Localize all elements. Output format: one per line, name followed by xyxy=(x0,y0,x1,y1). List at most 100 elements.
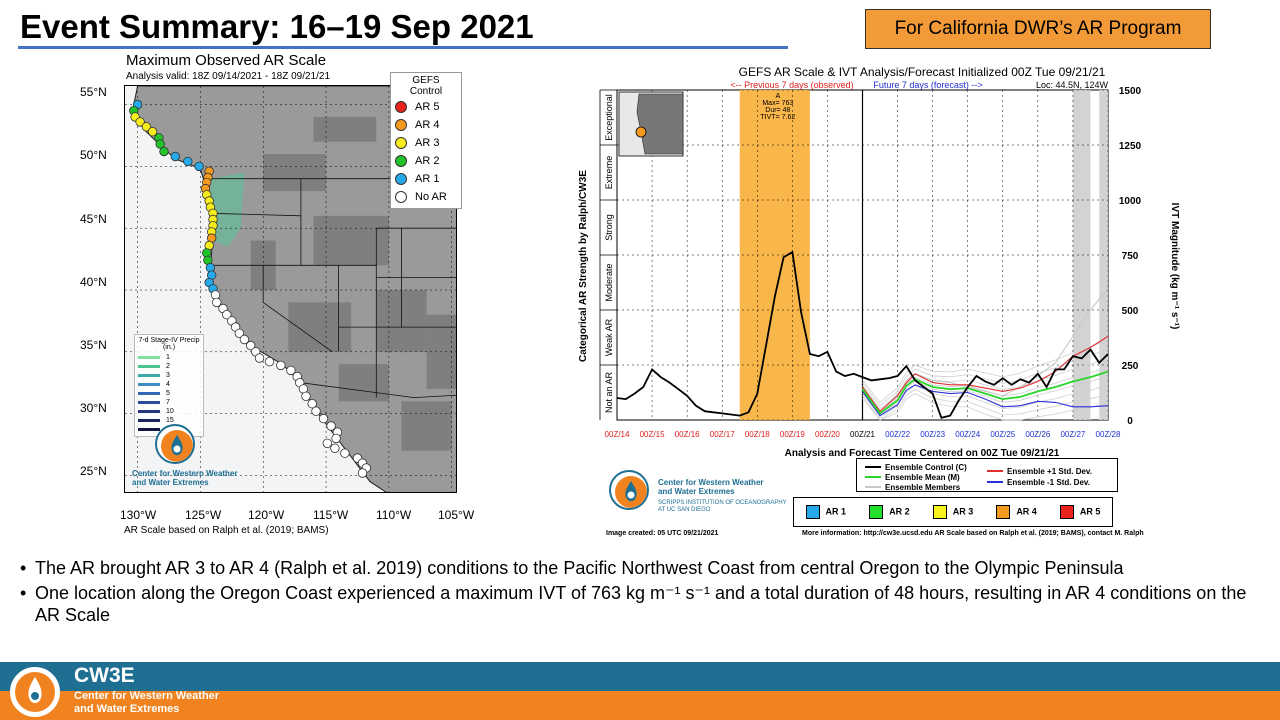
lon-label: 110°W xyxy=(376,508,412,522)
lat-label: 50°N xyxy=(80,148,107,162)
state-border xyxy=(262,265,333,353)
coast-ar-point xyxy=(183,156,193,167)
chart-logo-text: Center for Western Weather xyxy=(658,478,764,487)
ar2-dot-icon xyxy=(395,155,407,167)
terrain-shade xyxy=(401,401,452,451)
category-label: Extreme xyxy=(604,156,614,190)
footer-top-band xyxy=(0,662,1280,691)
coast-ar-point xyxy=(194,161,204,172)
lon-label: 105°W xyxy=(438,508,475,522)
coast-ar-point xyxy=(340,448,350,458)
ar-swatch-item: AR 2 xyxy=(869,505,910,519)
ar-event-band xyxy=(739,90,810,420)
forecast-grey-band xyxy=(1072,90,1091,420)
legend-minus-sd-label: Ensemble -1 Std. Dev. xyxy=(1007,478,1090,487)
ar-event-annotation: Max= 763 xyxy=(762,100,793,107)
x-tick-label: 00Z/17 xyxy=(710,430,735,439)
coast-ar-point xyxy=(357,468,368,478)
ar3-dot-icon xyxy=(395,137,407,149)
ar-scale-map-panel: Maximum Observed AR Scale Analysis valid… xyxy=(76,52,476,536)
coast-ar-point xyxy=(301,391,311,402)
x-tick-label: 00Z/22 xyxy=(885,430,910,439)
category-label: Not an AR xyxy=(604,371,614,413)
x-tick-label: 00Z/18 xyxy=(745,430,770,439)
category-label: Weak AR xyxy=(604,318,614,356)
x-tick-label: 00Z/21 xyxy=(850,430,875,439)
lat-label: 35°N xyxy=(80,338,107,352)
x-tick-label: 00Z/16 xyxy=(675,430,700,439)
ar3-swatch-icon xyxy=(932,505,947,519)
lat-label: 40°N xyxy=(80,275,107,289)
coast-ar-point xyxy=(234,328,245,339)
x-tick-label: 00Z/28 xyxy=(1096,430,1121,439)
legend-mean-label: Ensemble Mean (M) xyxy=(885,473,960,482)
chart-logo-subtext: AT UC SAN DIEGO xyxy=(658,507,711,513)
gefs-chart-svg: GEFS AR Scale & IVT Analysis/Forecast In… xyxy=(578,65,1180,459)
coast-ar-point xyxy=(318,413,329,424)
footer-banner: CW3E Center for Western Weather and Wate… xyxy=(0,662,1280,720)
coast-ar-point xyxy=(239,334,250,345)
legend-item: AR 4 xyxy=(395,116,457,134)
ar-scale-legend: GEFS Control AR 5 AR 4 AR 3 AR 2 AR 1 No… xyxy=(390,72,462,209)
lon-label: 130°W xyxy=(120,508,157,522)
lat-label: 55°N xyxy=(80,85,107,99)
y-axis-label-left: Categorical AR Strength by Ralph/CW3E xyxy=(578,170,589,362)
category-label: Exceptional xyxy=(604,94,614,141)
x-tick-label: 00Z/25 xyxy=(990,430,1015,439)
ar1-swatch-icon xyxy=(805,505,820,519)
ensemble-legend: Ensemble Control (C) Ensemble Mean (M) E… xyxy=(856,458,1118,492)
coast-ar-point xyxy=(264,357,275,367)
ar-swatch-item: AR 4 xyxy=(996,505,1037,519)
legend-item: No AR xyxy=(395,188,457,206)
y-tick-label: 1250 xyxy=(1119,141,1142,152)
ensemble-member-line xyxy=(862,384,1109,419)
no-ar-dot-icon xyxy=(395,191,407,203)
more-info-note: More information: http://cw3e.ucsd.edu A… xyxy=(802,530,1144,537)
ensemble-member-line xyxy=(862,339,1109,404)
map-credit: AR Scale based on Ralph et al. (2019; BA… xyxy=(124,525,329,536)
precip-key-row: 7 xyxy=(138,398,200,407)
map-logo-text: and Water Extremes xyxy=(132,478,209,487)
lat-label: 25°N xyxy=(80,464,107,478)
ar-event-annotation: A xyxy=(775,93,780,100)
coast-ar-point xyxy=(276,360,286,371)
ensemble-member-line xyxy=(862,357,1109,410)
legend-item: AR 3 xyxy=(395,134,457,152)
precip-key-row: 4 xyxy=(138,380,200,389)
legend-control-label: Ensemble Control (C) xyxy=(885,463,967,472)
coast-ar-point xyxy=(322,438,333,449)
slide-title: Event Summary: 16–19 Sep 2021 xyxy=(20,8,534,45)
chart-plot-area: Not an AR Weak AR Moderate Strong Extreme Exc… xyxy=(599,86,1142,439)
lon-label: 120°W xyxy=(248,508,285,522)
ensemble-member-line xyxy=(862,366,1109,413)
chart-subtitle-forecast: Future 7 days (forecast) --> xyxy=(873,80,982,90)
lat-label: 45°N xyxy=(80,212,107,226)
chart-logo-subtext: SCRIPPS INSTITUTION OF OCEANOGRAPHY xyxy=(658,500,787,506)
chart-title: GEFS AR Scale & IVT Analysis/Forecast In… xyxy=(739,65,1106,79)
ar2-swatch-icon xyxy=(869,505,884,519)
precip-key: 7-d Stage-IV Precip (in.) 1 2 3 4 5 7 10… xyxy=(134,334,204,437)
gefs-chart-panel: GEFS AR Scale & IVT Analysis/Forecast In… xyxy=(560,60,1180,550)
y-tick-label: 500 xyxy=(1122,306,1139,317)
coast-ar-point xyxy=(222,309,232,320)
map-logo-text: Center for Western Weather xyxy=(132,469,238,478)
precip-key-row: 1 xyxy=(138,353,200,362)
map-svg xyxy=(125,86,456,492)
y-tick-label: 1500 xyxy=(1119,86,1142,97)
footer-brand: CW3E xyxy=(74,664,135,687)
x-axis-label: Analysis and Forecast Time Centered on 0… xyxy=(785,448,1060,459)
precip-key-row: 2 xyxy=(138,362,200,371)
coast-ar-point xyxy=(254,353,265,363)
chart-location: Loc: 44.5N, 124W xyxy=(1036,80,1109,90)
coast-ar-point xyxy=(211,297,222,308)
legend-members-label: Ensemble Members xyxy=(885,483,961,492)
series-line-ensemble-control-c xyxy=(616,250,1109,419)
x-tick-label: 00Z/26 xyxy=(1025,430,1050,439)
coast-ar-point xyxy=(331,433,341,444)
ar-swatch-item: AR 5 xyxy=(1059,505,1100,519)
bullet-dot-icon: • xyxy=(20,558,27,578)
coast-ar-point xyxy=(311,406,321,416)
y-tick-label: 250 xyxy=(1122,361,1139,372)
chart-logo-text: and Water Extremes xyxy=(658,487,735,496)
map-analysis-valid: Analysis valid: 18Z 09/14/2021 - 18Z 09/… xyxy=(126,71,331,82)
